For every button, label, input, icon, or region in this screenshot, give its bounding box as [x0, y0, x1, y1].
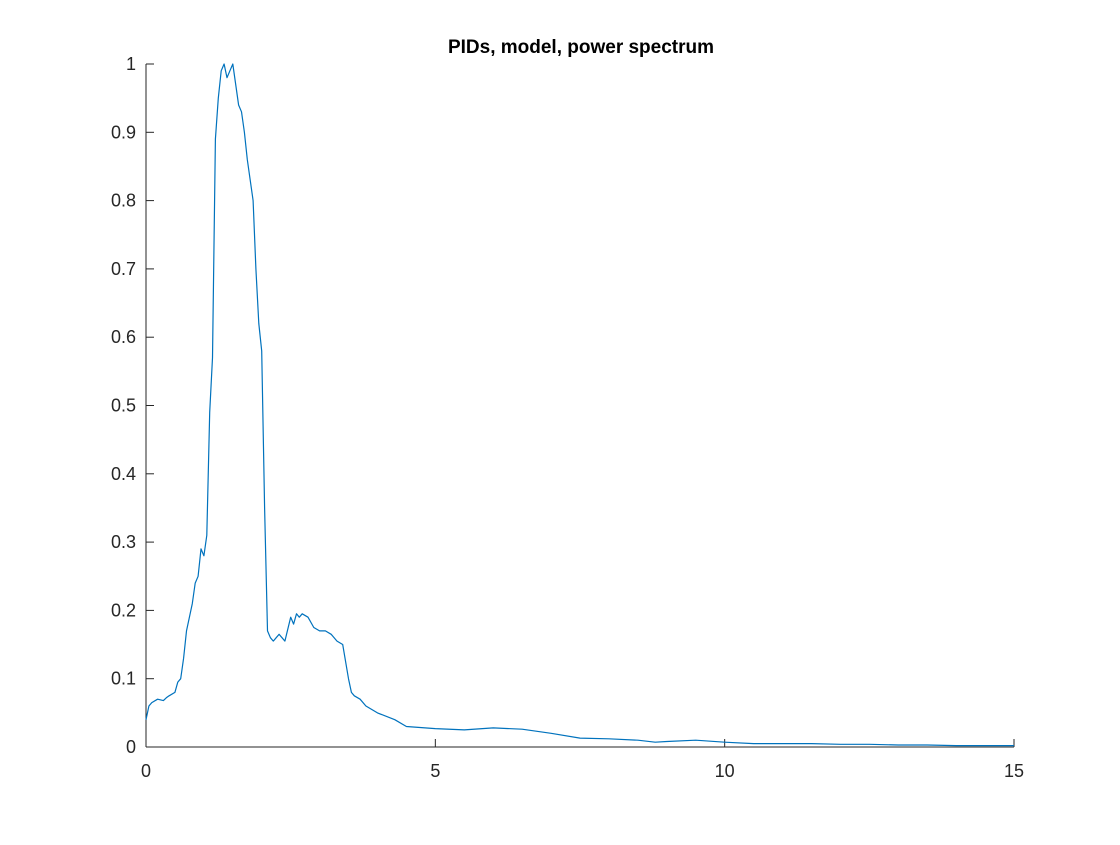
axes — [145, 64, 1014, 748]
y-tick-label: 0.4 — [111, 464, 136, 484]
y-tick-label: 0 — [126, 737, 136, 757]
x-tick-label: 0 — [141, 761, 151, 781]
x-tick-label: 15 — [1004, 761, 1024, 781]
chart-title: PIDs, model, power spectrum — [448, 37, 714, 58]
x-tick-label: 10 — [715, 761, 735, 781]
x-tick-label: 5 — [430, 761, 440, 781]
y-tick-label: 0.5 — [111, 396, 136, 416]
y-tick-label: 0.8 — [111, 191, 136, 211]
y-tick-label: 0.9 — [111, 122, 136, 142]
y-tick-label: 1 — [126, 54, 136, 74]
series-layer — [145, 63, 1014, 747]
y-tick-label: 0.2 — [111, 600, 136, 620]
tick-marks — [145, 63, 1015, 748]
y-tick-label: 0.1 — [111, 669, 136, 689]
y-tick-label: 0.6 — [111, 327, 136, 347]
series-line — [145, 63, 1014, 747]
tick-labels: 0 5 10 15 0 0.1 0.2 0.3 0.4 0.5 0.6 0.7 0.8 0.9 1 — [111, 54, 1024, 781]
y-tick-label: 0.3 — [111, 532, 136, 552]
y-tick-label: 0.7 — [111, 259, 136, 279]
